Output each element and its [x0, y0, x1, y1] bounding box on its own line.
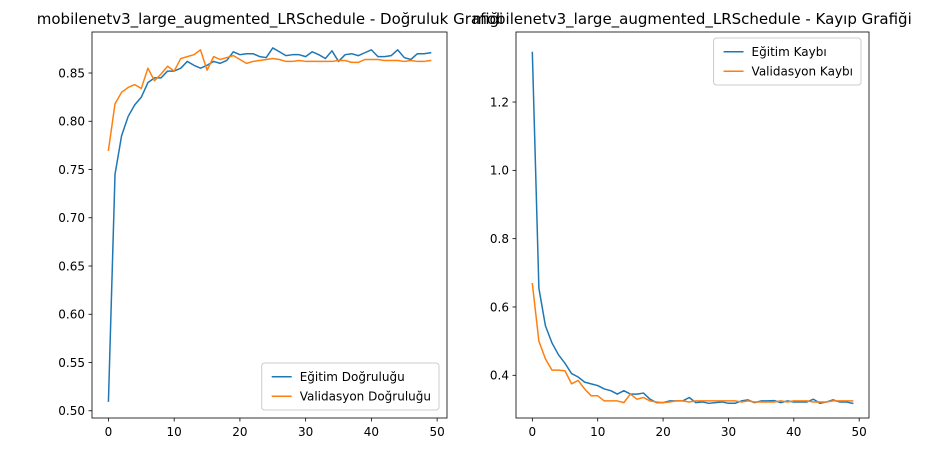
accuracy-x-tick-label: 20: [232, 425, 247, 439]
loss-y-tick-label: 1.2: [490, 95, 509, 109]
loss-legend-box: [713, 37, 862, 86]
accuracy-x-tick-label: 50: [429, 425, 444, 439]
loss-series-line-validation: [531, 282, 854, 404]
accuracy-y-tick-label: 0.70: [58, 211, 85, 225]
loss-x-tick-label: 10: [590, 425, 605, 439]
accuracy-chart-title: mobilenetv3_large_augmented_LRSchedule -…: [37, 10, 503, 29]
accuracy-series-group: [107, 47, 432, 402]
accuracy-legend-box: [261, 362, 440, 411]
accuracy-series-line-validation: [107, 49, 432, 152]
accuracy-x-tick-label: 40: [364, 425, 379, 439]
accuracy-legend-label: Validasyon Doğruluğu: [300, 390, 431, 404]
loss-x-tick-label: 20: [655, 425, 670, 439]
accuracy-y-tick-label: 0.85: [58, 66, 85, 80]
accuracy-legend: Eğitim Doğruluğu Validasyon Doğruluğu: [261, 362, 440, 411]
loss-series-line-train: [531, 51, 854, 405]
loss-x-tick-label: 50: [852, 425, 867, 439]
accuracy-y-tick-label: 0.75: [58, 163, 85, 177]
loss-chart: mobilenetv3_large_augmented_LRSchedule -…: [472, 10, 912, 439]
accuracy-y-tick-label: 0.50: [58, 404, 85, 418]
accuracy-chart: mobilenetv3_large_augmented_LRSchedule -…: [37, 10, 503, 439]
loss-legend-label: Eğitim Kaybı: [752, 45, 827, 59]
loss-y-tick-label: 0.8: [490, 232, 509, 246]
loss-y-tick-label: 0.6: [490, 300, 509, 314]
accuracy-axes-frame: [91, 31, 448, 419]
accuracy-y-tick-label: 0.80: [58, 115, 85, 129]
accuracy-x-tick-label: 30: [298, 425, 313, 439]
loss-x-tick-label: 30: [721, 425, 736, 439]
loss-y-tick-label: 1.0: [490, 164, 509, 178]
loss-x-tick-label: 40: [786, 425, 801, 439]
loss-x-tick-label: 0: [529, 425, 537, 439]
accuracy-y-tick-label: 0.55: [58, 356, 85, 370]
accuracy-x-tick-label: 0: [105, 425, 113, 439]
accuracy-y-tick-label: 0.60: [58, 308, 85, 322]
accuracy-series-line-train: [107, 47, 432, 402]
loss-axes-frame: [515, 31, 870, 419]
loss-chart-title: mobilenetv3_large_augmented_LRSchedule -…: [472, 10, 912, 29]
loss-legend: Eğitim Kaybı Validasyon Kaybı: [713, 37, 862, 86]
loss-y-tick-label: 0.4: [490, 369, 509, 383]
accuracy-y-tick-label: 0.65: [58, 259, 85, 273]
loss-legend-label: Validasyon Kaybı: [752, 65, 853, 79]
loss-series-group: [531, 51, 854, 405]
accuracy-legend-label: Eğitim Doğruluğu: [300, 370, 405, 384]
accuracy-x-tick-label: 10: [167, 425, 182, 439]
